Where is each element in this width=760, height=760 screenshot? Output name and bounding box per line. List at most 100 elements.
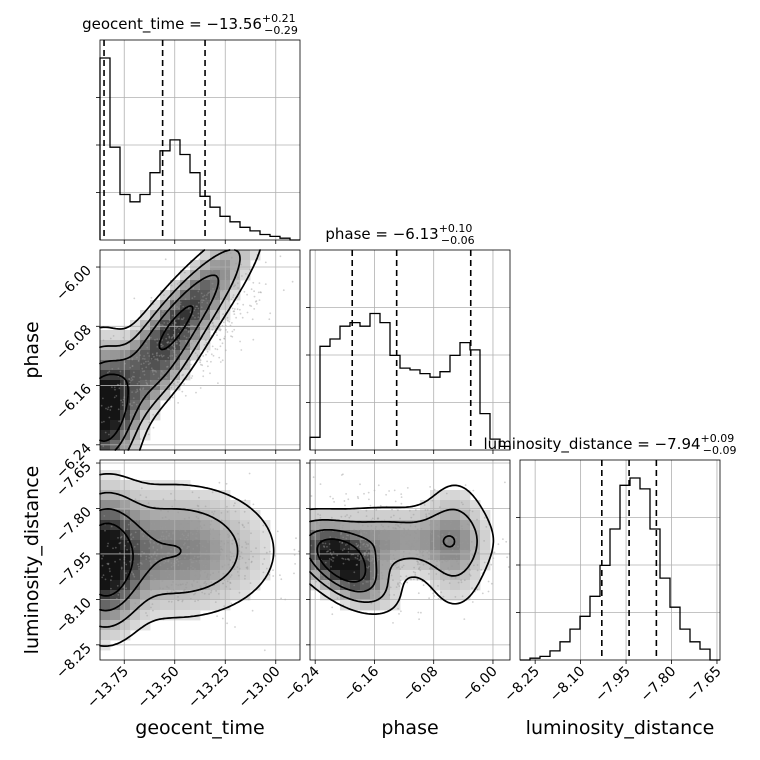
scatter-point <box>192 561 195 564</box>
scatter-point <box>377 556 379 559</box>
scatter-point <box>461 595 464 598</box>
density-cell <box>230 280 241 291</box>
scatter-point <box>226 316 229 319</box>
density-cell <box>170 550 181 561</box>
scatter-point <box>222 572 225 575</box>
density-cell <box>360 540 371 551</box>
scatter-point <box>183 335 186 338</box>
scatter-point <box>471 587 473 589</box>
scatter-point <box>229 588 232 590</box>
scatter-point <box>460 525 463 528</box>
tick-label-x: −8.25 <box>501 664 543 706</box>
density-cell <box>160 600 171 611</box>
scatter-point <box>134 519 137 521</box>
scatter-point <box>413 537 416 539</box>
scatter-point <box>210 542 213 544</box>
scatter-point <box>175 524 178 527</box>
scatter-point <box>211 306 214 308</box>
scatter-point <box>241 316 244 319</box>
scatter-point <box>116 585 119 587</box>
density-cell <box>410 530 421 541</box>
scatter-point <box>185 339 187 342</box>
scatter-point <box>160 546 163 548</box>
scatter-point <box>323 546 326 548</box>
scatter-point <box>248 558 251 561</box>
scatter-point <box>387 560 389 562</box>
density-cell <box>260 550 271 561</box>
density-cell <box>350 580 361 591</box>
scatter-point <box>115 395 118 397</box>
scatter-point <box>417 539 420 542</box>
scatter-point <box>212 354 215 357</box>
scatter-point <box>208 291 211 294</box>
scatter-point <box>157 377 160 380</box>
density-cell <box>330 530 341 541</box>
scatter-point <box>191 585 194 587</box>
scatter-point <box>391 508 393 511</box>
scatter-point <box>162 344 164 347</box>
density-cell <box>190 540 201 551</box>
contour-line <box>99 472 275 647</box>
density-cell <box>160 290 171 301</box>
scatter-point <box>363 531 365 534</box>
density-cell <box>380 550 391 561</box>
scatter-point <box>245 547 248 549</box>
scatter-point <box>422 584 425 587</box>
density-cell <box>260 540 271 551</box>
scatter-point <box>156 358 159 360</box>
density-cell <box>430 560 441 571</box>
scatter-point <box>353 528 356 531</box>
scatter-point <box>457 581 460 584</box>
scatter-point <box>229 558 232 561</box>
scatter-point <box>133 297 136 300</box>
scatter-point <box>251 609 254 612</box>
density-fill-layer <box>100 250 491 651</box>
scatter-point <box>126 511 129 513</box>
density-cell <box>230 530 241 541</box>
scatter-point <box>443 570 445 572</box>
scatter-point <box>362 543 365 546</box>
scatter-point <box>154 559 157 562</box>
scatter-point <box>154 370 157 372</box>
scatter-point <box>480 569 483 571</box>
scatter-point <box>365 550 368 552</box>
scatter-point <box>265 551 268 554</box>
scatter-point <box>329 536 332 539</box>
density-cell <box>430 500 441 511</box>
scatter-point <box>385 493 387 496</box>
scatter-point <box>166 560 169 562</box>
scatter-point <box>148 557 151 559</box>
contour-line <box>309 508 478 603</box>
scatter-point <box>166 586 169 589</box>
scatter-point <box>162 587 164 590</box>
scatter-point <box>341 541 344 544</box>
scatter-point <box>180 562 183 565</box>
scatter-point <box>221 342 224 345</box>
scatter-point <box>170 537 173 540</box>
scatter-point <box>121 404 124 407</box>
density-cell <box>190 330 201 341</box>
density-cell <box>450 490 461 501</box>
scatter-point <box>186 346 189 349</box>
scatter-point <box>129 534 132 536</box>
scatter-point <box>368 565 370 568</box>
density-cell <box>370 580 381 591</box>
scatter-point <box>203 592 206 595</box>
scatter-point <box>380 571 383 574</box>
density-cell <box>140 350 151 361</box>
scatter-point <box>196 537 198 540</box>
scatter-point <box>204 537 207 540</box>
density-cell <box>350 540 361 551</box>
scatter-point <box>220 297 223 300</box>
density-cell <box>200 570 211 581</box>
scatter-point <box>435 564 438 567</box>
scatter-point <box>426 541 429 544</box>
scatter-point <box>393 594 395 596</box>
scatter-point <box>344 544 347 546</box>
scatter-point <box>162 354 165 357</box>
scatter-point <box>262 531 265 533</box>
scatter-point <box>393 557 396 560</box>
scatter-point <box>160 324 162 326</box>
scatter-point <box>225 252 228 255</box>
scatter-point <box>171 354 174 357</box>
